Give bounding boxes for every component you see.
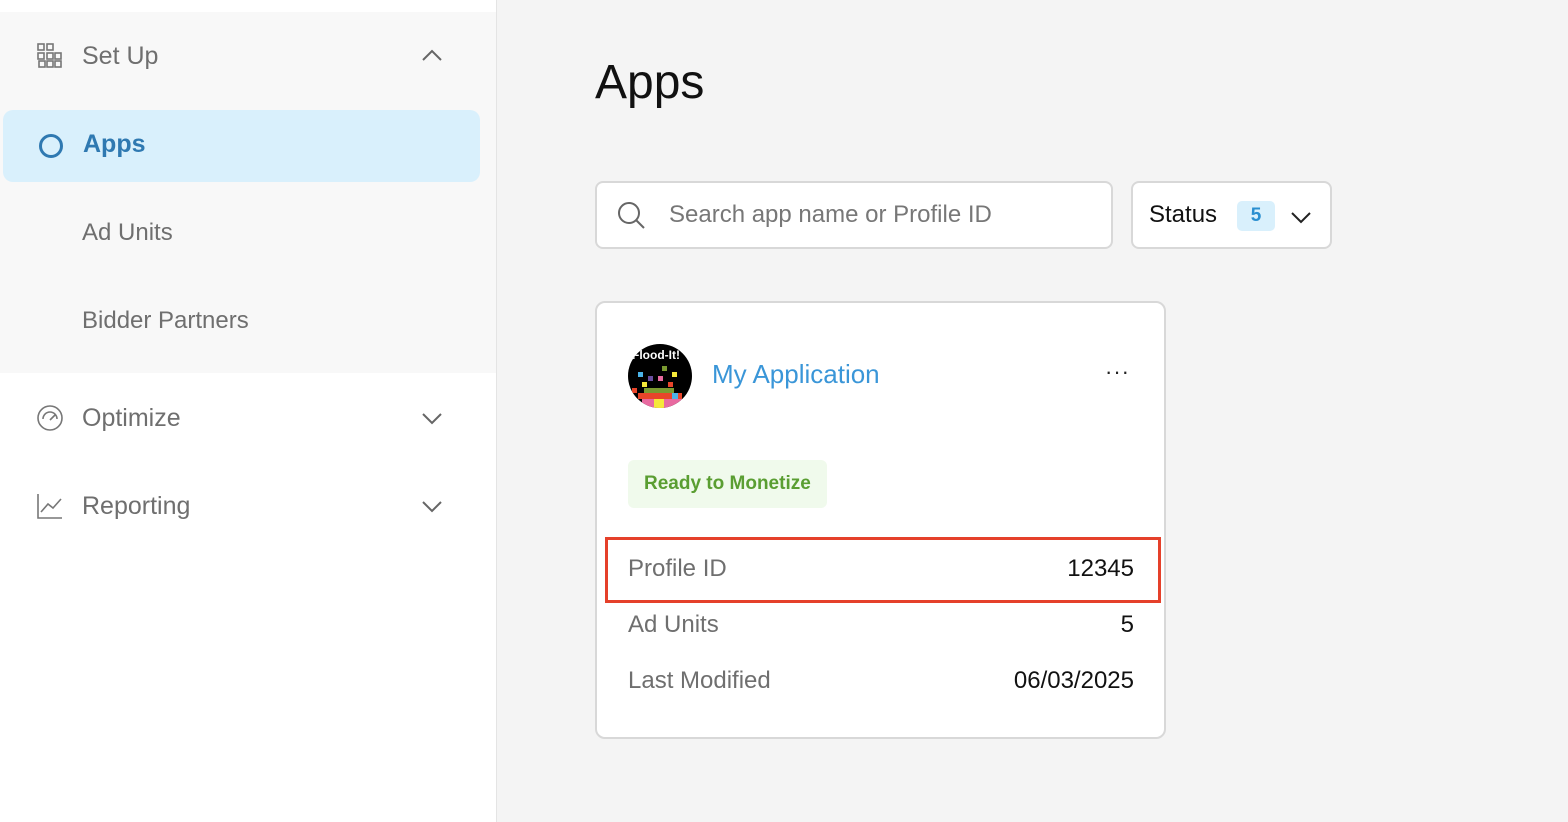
status-badge: Ready to Monetize (628, 460, 827, 508)
app-card[interactable]: Flood-It! My Application ··· Ready to Mo… (595, 301, 1166, 739)
app-avatar: Flood-It! (628, 344, 692, 408)
sidebar-item-label: Reporting (82, 491, 191, 520)
sidebar-item-bidder-partners[interactable]: Bidder Partners (82, 307, 249, 334)
highlight-box (605, 537, 1161, 603)
status-filter-label: Status (1149, 201, 1218, 228)
page-title: Apps (595, 56, 705, 109)
row-label: Last Modified (628, 667, 771, 694)
gauge-icon (36, 404, 64, 432)
grid-icon (36, 42, 64, 70)
chevron-down-icon (1291, 212, 1311, 224)
chevron-down-icon[interactable] (420, 494, 444, 518)
sidebar-item-optimize[interactable]: Optimize (0, 388, 496, 448)
sidebar-item-reporting[interactable]: Reporting (0, 476, 496, 536)
sidebar-item-label: Apps (83, 130, 146, 158)
sidebar-item-setup[interactable]: Set Up (0, 26, 496, 86)
chart-icon (36, 492, 64, 520)
sidebar-item-apps[interactable]: Apps (3, 110, 480, 182)
sidebar-item-ad-units[interactable]: Ad Units (82, 219, 173, 246)
row-value: 12345 (1067, 555, 1134, 582)
ad-units-row: Ad Units 5 (628, 611, 1134, 639)
circle-icon (39, 134, 63, 158)
setup-group (0, 12, 496, 373)
chevron-up-icon[interactable] (420, 44, 444, 68)
avatar-logo-text: Flood-It! (632, 348, 680, 362)
sidebar-item-label: Optimize (82, 403, 181, 432)
row-value: 06/03/2025 (1013, 667, 1134, 694)
sidebar: Set Up Apps Ad Units Bidder Partners Opt… (0, 0, 497, 822)
app-name-link[interactable]: My Application (712, 359, 880, 389)
search-box[interactable] (595, 181, 1113, 249)
row-value: 5 (1120, 611, 1134, 638)
profile-id-row: Profile ID 12345 (628, 555, 1134, 583)
sidebar-item-label: Set Up (82, 41, 159, 70)
row-label: Ad Units (628, 611, 719, 638)
last-modified-row: Last Modified 06/03/2025 (628, 667, 1134, 695)
status-count-badge: 5 (1237, 201, 1275, 231)
status-filter-dropdown[interactable]: Status 5 (1131, 181, 1332, 249)
chevron-down-icon[interactable] (420, 406, 444, 430)
row-label: Profile ID (628, 555, 727, 582)
search-input[interactable] (669, 201, 1089, 229)
more-options-icon[interactable]: ··· (1105, 359, 1130, 384)
search-icon (618, 202, 645, 229)
